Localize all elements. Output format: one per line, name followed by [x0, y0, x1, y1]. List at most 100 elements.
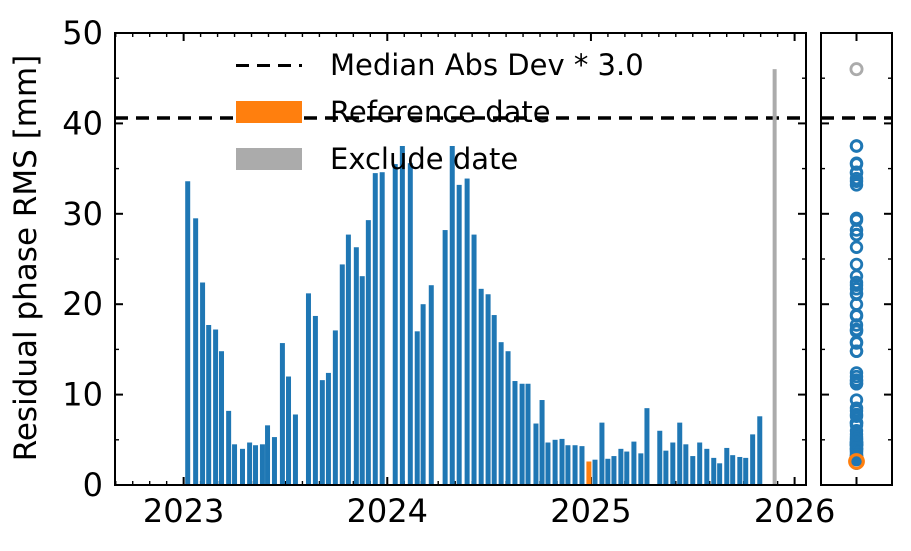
scatter-point — [849, 308, 864, 322]
bar — [200, 282, 206, 484]
bar — [428, 285, 434, 484]
bar — [704, 448, 710, 484]
bar — [353, 247, 359, 484]
bar — [286, 376, 292, 484]
bar — [690, 456, 696, 484]
bar — [519, 383, 525, 484]
bar — [232, 444, 238, 484]
reference-scatter-point — [848, 453, 865, 470]
bar — [279, 343, 285, 484]
bar — [711, 457, 717, 484]
bar — [193, 218, 199, 484]
scatter-point — [849, 377, 864, 391]
y-tick-label: 10 — [62, 376, 103, 414]
bar — [624, 451, 630, 484]
bar — [365, 220, 371, 485]
legend-label: Exclude date — [330, 142, 519, 176]
bar — [213, 329, 219, 484]
bar — [724, 447, 730, 484]
bar — [414, 331, 420, 484]
bar — [631, 441, 637, 484]
bar — [683, 444, 689, 484]
scatter-point — [849, 240, 864, 254]
scatter-point — [849, 335, 864, 349]
bar — [565, 445, 571, 484]
bar — [305, 293, 311, 484]
scatter-point — [849, 344, 864, 358]
bar — [399, 146, 405, 484]
scatter-point — [849, 227, 864, 242]
bar — [339, 264, 345, 484]
scatter-point — [849, 156, 864, 170]
scatter-point — [849, 178, 864, 192]
bar — [359, 276, 365, 484]
bar — [611, 456, 617, 484]
bar — [533, 423, 539, 484]
bar — [757, 416, 763, 484]
dashed-line-sample-icon — [236, 53, 302, 77]
y-tick-label: 0 — [83, 466, 103, 504]
x-tick-label: 2024 — [347, 492, 428, 530]
scatter-point — [849, 401, 864, 415]
bar — [345, 234, 351, 484]
bar — [449, 146, 455, 484]
legend-item-reference: Reference date — [236, 95, 644, 129]
bar — [379, 172, 385, 484]
bar — [592, 459, 598, 484]
scatter-point — [849, 427, 864, 442]
bar — [525, 383, 531, 484]
bar — [312, 315, 318, 484]
bar — [185, 181, 191, 485]
bar — [539, 400, 545, 484]
scatter-point — [849, 393, 864, 407]
bar — [498, 342, 504, 484]
bar — [638, 453, 644, 484]
y-tick-label: 50 — [62, 14, 103, 52]
bar — [657, 430, 663, 484]
legend-label: Median Abs Dev * 3.0 — [330, 48, 644, 82]
bar — [512, 381, 518, 484]
bar — [392, 164, 398, 484]
bar — [372, 173, 378, 484]
bar — [717, 463, 723, 484]
scatter-point — [849, 171, 864, 186]
bar — [618, 448, 624, 484]
bar — [247, 442, 253, 484]
bar — [239, 448, 245, 484]
bar — [420, 304, 426, 484]
x-tick-label: 2023 — [143, 492, 224, 530]
bar — [206, 324, 212, 484]
y-tick-label: 40 — [62, 104, 103, 142]
bar — [730, 455, 736, 484]
bar — [478, 288, 484, 484]
exclude-scatter-point — [849, 62, 864, 77]
bar — [407, 163, 413, 484]
bar — [485, 294, 491, 484]
exclude-patch-icon — [236, 147, 302, 171]
bar — [545, 442, 551, 484]
bar — [271, 437, 277, 484]
bar — [750, 434, 756, 484]
legend-item-exclude: Exclude date — [236, 142, 644, 176]
bar — [605, 458, 611, 484]
reference-patch-icon — [236, 100, 302, 124]
x-tick-label: 2025 — [550, 492, 631, 530]
bar — [737, 456, 743, 484]
bar — [697, 442, 703, 484]
scatter-point — [849, 257, 864, 272]
ticks — [115, 32, 892, 486]
bar — [599, 422, 605, 484]
bar — [253, 445, 259, 484]
scatter-point — [849, 287, 864, 301]
bar — [644, 408, 650, 484]
scatter-point — [849, 139, 864, 153]
bar — [572, 445, 578, 484]
legend-label: Reference date — [330, 95, 551, 129]
reference-bar — [586, 461, 592, 484]
scatter-point — [849, 435, 864, 450]
exclude-bar — [772, 69, 777, 484]
x-tick-label: 2026 — [754, 492, 835, 530]
legend-item-median: Median Abs Dev * 3.0 — [236, 48, 644, 82]
bar — [332, 330, 338, 484]
